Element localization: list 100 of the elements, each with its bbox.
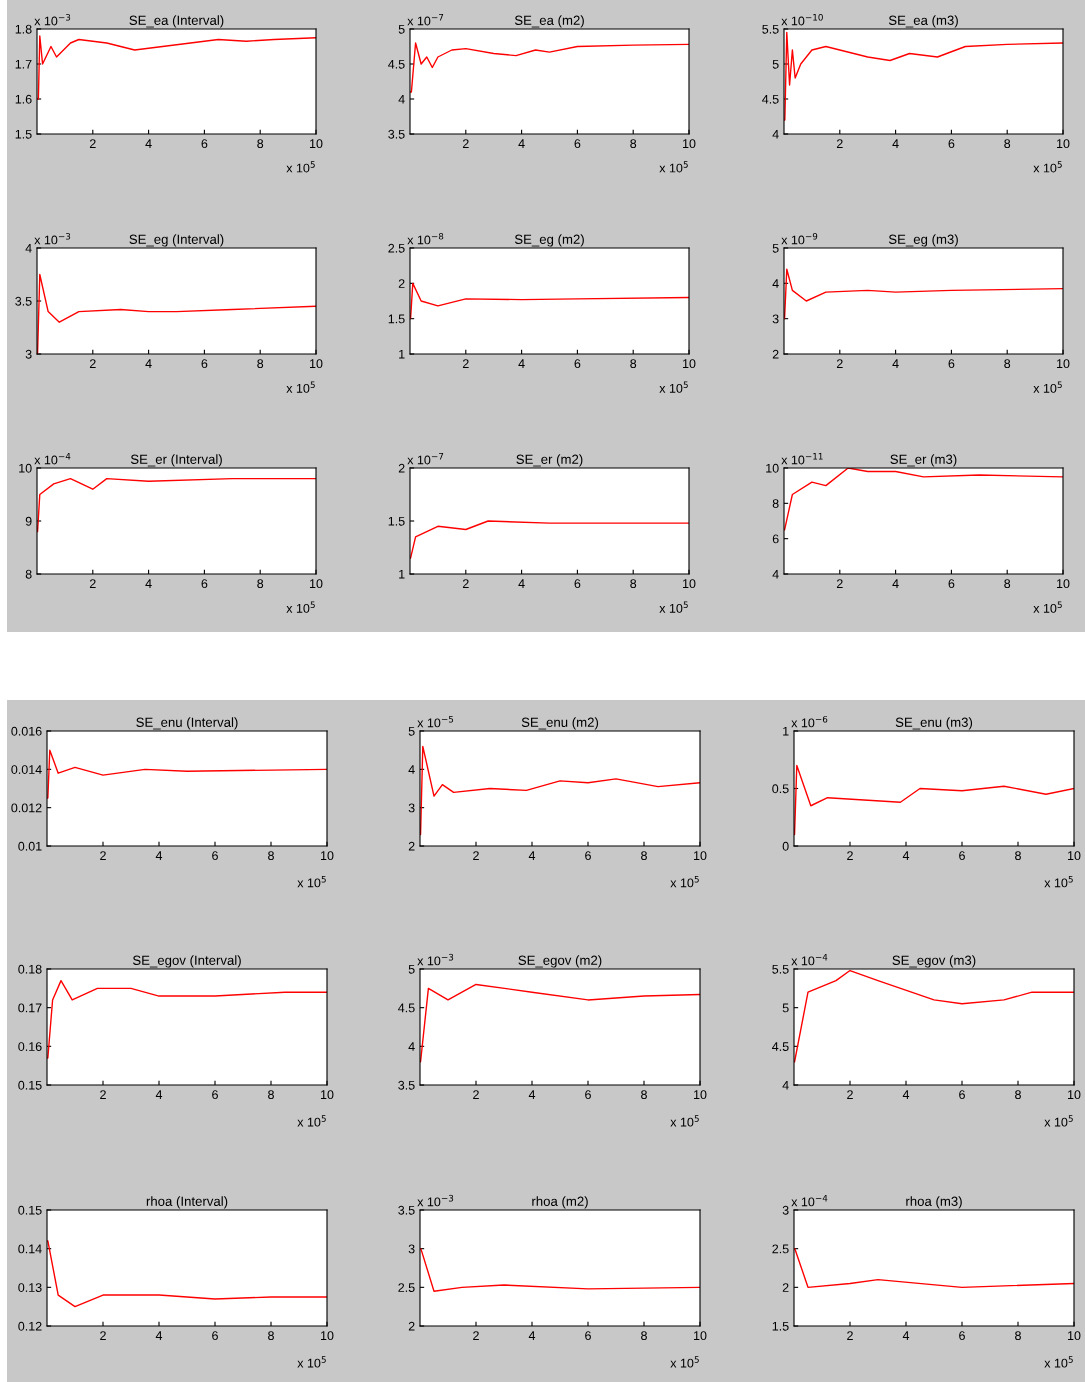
x-tick-label: 2 bbox=[89, 359, 96, 368]
x-tick-label: 2 bbox=[100, 851, 106, 860]
x-tick-label: 6 bbox=[585, 851, 591, 861]
x-tick-label: 10 bbox=[694, 1090, 707, 1100]
y-tick-label: 4 bbox=[772, 279, 779, 288]
x-tick-label: 6 bbox=[959, 851, 965, 861]
text: x 10$^{−4}$ bbox=[34, 453, 71, 465]
y-tick-label: 0.15 bbox=[18, 1205, 42, 1215]
y-tick-label: 2 bbox=[398, 279, 405, 288]
chart-title: SE_egov (m2) bbox=[518, 955, 602, 968]
x-tick-label: 2 bbox=[847, 851, 853, 860]
y-tick-label: 0.014 bbox=[11, 765, 42, 774]
text: x 10$^{−4}$ bbox=[791, 1195, 828, 1207]
y-tick-label: 0.17 bbox=[18, 1003, 42, 1013]
x-tick-label: 4 bbox=[155, 1090, 163, 1099]
y-tick-label: 5 bbox=[782, 1003, 789, 1013]
x-tick-label: 4 bbox=[902, 851, 910, 860]
y-tick-label: 2 bbox=[408, 841, 415, 851]
x-tick-label: 4 bbox=[155, 1331, 163, 1340]
y-tick-label: 1.5 bbox=[772, 1321, 789, 1331]
x-tick-label: 6 bbox=[585, 1331, 591, 1341]
x-tick-label: 6 bbox=[201, 359, 208, 369]
x-tick-label: 4 bbox=[518, 359, 525, 368]
x-tick-label: 6 bbox=[574, 359, 581, 369]
text: x 10$^{5}$ bbox=[1044, 1356, 1073, 1368]
x-tick-label: 6 bbox=[574, 579, 581, 589]
y-tick-label: 4 bbox=[772, 569, 779, 579]
line-series bbox=[410, 42, 689, 93]
text: x 10$^{5}$ bbox=[297, 1356, 326, 1368]
y-tick-label: 2 bbox=[782, 1283, 789, 1292]
chart-title: SE_egov (Interval) bbox=[132, 955, 241, 968]
x-tick-label: 4 bbox=[892, 579, 899, 588]
chart-title: SE_ea (m3) bbox=[888, 15, 958, 28]
x-tick-label: 6 bbox=[948, 579, 955, 589]
text: x 10$^{5}$ bbox=[297, 876, 326, 888]
x-tick-label: 10 bbox=[683, 139, 696, 149]
y-tick-label: 0.15 bbox=[18, 1080, 42, 1090]
y-tick-label: 5 bbox=[398, 24, 405, 34]
y-tick-label: 10 bbox=[766, 463, 779, 473]
x-tick-label: 10 bbox=[1057, 139, 1070, 149]
x-tick-label: 4 bbox=[518, 139, 525, 148]
x-tick-label: 4 bbox=[145, 579, 152, 588]
x-tick-label: 8 bbox=[641, 1090, 647, 1100]
x-tick-label: 10 bbox=[310, 139, 323, 149]
text: x 10$^{5}$ bbox=[659, 381, 688, 393]
x-tick-label: 6 bbox=[585, 1090, 591, 1100]
x-tick-label: 10 bbox=[694, 1331, 707, 1341]
x-tick-label: 10 bbox=[683, 579, 696, 589]
x-tick-label: 2 bbox=[847, 1331, 853, 1340]
x-tick-label: 6 bbox=[948, 359, 955, 369]
y-tick-label: 6 bbox=[772, 534, 779, 544]
text: x 10$^{−9}$ bbox=[781, 232, 818, 245]
y-tick-label: 0.012 bbox=[11, 803, 42, 813]
x-tick-label: 2 bbox=[836, 579, 843, 588]
chart-title: SE_egov (m3) bbox=[892, 955, 976, 968]
y-tick-label: 8 bbox=[25, 569, 32, 579]
x-tick-label: 4 bbox=[145, 139, 152, 148]
x-tick-label: 4 bbox=[902, 1090, 910, 1099]
text: x 10$^{−3}$ bbox=[34, 13, 71, 26]
y-tick-label: 3 bbox=[782, 1205, 789, 1215]
y-tick-label: 4.5 bbox=[398, 1003, 415, 1013]
x-tick-label: 2 bbox=[462, 359, 469, 368]
x-tick-label: 6 bbox=[948, 139, 955, 149]
text: x 10$^{−7}$ bbox=[407, 453, 444, 465]
y-tick-label: 1.5 bbox=[388, 314, 405, 324]
x-tick-label: 8 bbox=[630, 579, 637, 589]
chart-title: SE_er (m2) bbox=[516, 454, 583, 467]
x-tick-label: 4 bbox=[155, 851, 163, 860]
x-tick-label: 4 bbox=[145, 359, 152, 368]
x-tick-label: 10 bbox=[310, 579, 323, 589]
x-tick-label: 4 bbox=[518, 579, 525, 588]
y-tick-label: 4 bbox=[25, 243, 32, 253]
chart-title: rhoa (Interval) bbox=[146, 1196, 228, 1209]
y-tick-label: 1 bbox=[399, 569, 405, 579]
text: x 10$^{5}$ bbox=[1044, 1115, 1073, 1127]
x-tick-label: 2 bbox=[89, 139, 96, 148]
x-tick-label: 4 bbox=[528, 1090, 536, 1099]
x-tick-label: 4 bbox=[902, 1331, 910, 1340]
y-tick-label: 3 bbox=[25, 349, 32, 359]
x-tick-label: 10 bbox=[310, 359, 323, 369]
x-tick-label: 8 bbox=[257, 579, 264, 589]
y-tick-label: 1.7 bbox=[15, 59, 32, 69]
text: x 10$^{5}$ bbox=[286, 161, 315, 173]
chart-title: SE_ea (Interval) bbox=[129, 15, 224, 28]
x-tick-label: 6 bbox=[212, 1090, 218, 1100]
x-tick-label: 2 bbox=[462, 139, 469, 148]
text: x 10$^{5}$ bbox=[659, 161, 688, 173]
y-tick-label: 3.5 bbox=[398, 1205, 415, 1215]
y-tick-label: 2 bbox=[772, 349, 779, 359]
y-tick-label: 4 bbox=[782, 1080, 789, 1090]
y-tick-label: 3 bbox=[772, 314, 779, 324]
x-tick-label: 10 bbox=[1057, 359, 1070, 369]
x-tick-label: 10 bbox=[321, 1090, 334, 1100]
y-tick-label: 0.01 bbox=[18, 841, 42, 851]
x-tick-label: 2 bbox=[836, 359, 843, 368]
y-tick-label: 1 bbox=[399, 349, 405, 359]
y-tick-label: 5 bbox=[408, 726, 415, 736]
y-tick-label: 1.6 bbox=[15, 94, 32, 104]
y-tick-label: 1.8 bbox=[15, 24, 32, 34]
x-tick-label: 8 bbox=[630, 359, 637, 369]
